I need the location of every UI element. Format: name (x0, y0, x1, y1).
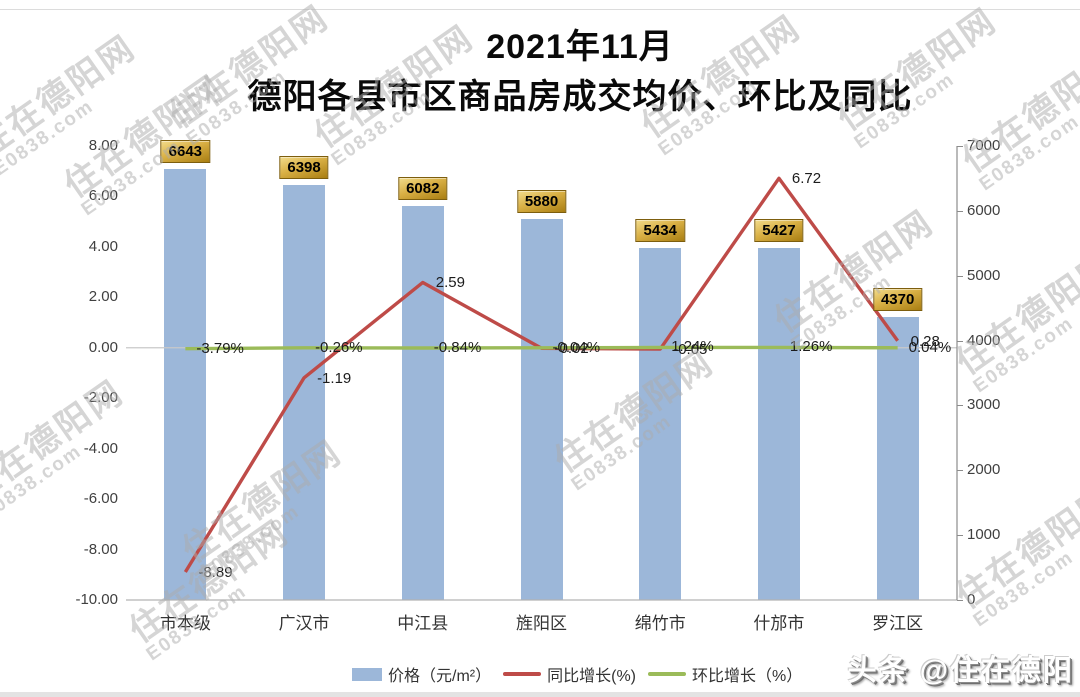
price-bar (639, 247, 682, 600)
price-bar-swatch-icon (352, 667, 382, 681)
legend-label-yoy: 同比增长(%) (547, 668, 636, 685)
yoy-data-label: -0.05 (673, 341, 708, 359)
price-value-box: 5427 (754, 219, 804, 243)
legend-item-price: 价格（元/m²） (352, 662, 491, 686)
left-axis-tick: -2.00 (83, 389, 118, 407)
mom-data-label: 0.04% (908, 338, 952, 356)
right-axis-tickmark (957, 340, 963, 342)
mom-data-label: 1.24% (671, 338, 714, 356)
left-axis-tick: 4.00 (88, 237, 118, 255)
left-axis-tick: 0.00 (88, 338, 118, 356)
right-axis-tick: 3000 (967, 396, 1001, 414)
price-bar (876, 316, 919, 600)
right-axis-tick: 2000 (967, 461, 1001, 479)
chart-title-line1: 2021年11月 (486, 28, 674, 66)
bottom-border-strip (0, 692, 1080, 697)
legend-label-price: 价格（元/m²） (388, 668, 492, 685)
right-axis-tickmark (957, 470, 963, 472)
right-axis-tickmark (957, 146, 963, 147)
right-axis-tick: 1000 (967, 526, 1001, 544)
price-bar (164, 169, 207, 600)
right-axis-tickmark (957, 210, 963, 212)
right-axis-tickmark (957, 600, 963, 601)
right-axis-tickmark (957, 405, 963, 407)
right-axis-tick: 4000 (967, 331, 1001, 349)
right-axis-tickmark (957, 275, 963, 277)
mom-data-label: -0.84% (433, 338, 482, 356)
right-axis-tick: 5000 (967, 266, 1001, 284)
price-bar (520, 218, 563, 600)
left-axis-tick: -10.00 (75, 591, 118, 608)
legend-item-yoy: 同比增长(%) (503, 662, 636, 686)
price-value-box: 4370 (872, 287, 923, 311)
category-label: 旌阳区 (516, 614, 567, 633)
right-axis-tickmark (957, 535, 963, 537)
mom-data-label: -0.04% (552, 338, 601, 356)
legend: 价格（元/m²） 同比增长(%) 环比增长（%） (352, 662, 802, 686)
credit-watermark: 头条 @住在德阳 (847, 655, 1074, 687)
price-value-box: 6643 (160, 140, 211, 164)
category-label: 广汉市 (278, 614, 330, 633)
yoy-data-label: -1.19 (317, 369, 352, 387)
right-axis-tick: 0 (967, 591, 976, 608)
category-label: 罗江区 (872, 614, 924, 633)
right-axis-tick: 7000 (967, 137, 1001, 154)
left-axis-tick: -8.00 (83, 540, 118, 558)
yoy-data-label: 2.59 (435, 274, 465, 292)
yoy-data-label: -8.89 (198, 564, 233, 581)
price-bar (401, 205, 444, 600)
category-label: 市本级 (159, 614, 211, 633)
chart-title: 2021年11月 德阳各县市区商品房成交均价、环比及同比 (95, 22, 1065, 122)
mom-data-label: 1.26% (789, 338, 833, 356)
right-axis-tick: 6000 (967, 201, 1001, 219)
top-border-line (0, 9, 1080, 10)
mom-data-label: -3.79% (196, 339, 244, 357)
mom-line (185, 345, 898, 351)
category-label: 什邡市 (753, 614, 805, 633)
left-axis-tick: -6.00 (83, 490, 118, 508)
yoy-data-label: 6.72 (791, 170, 822, 188)
left-axis-tick: 2.00 (88, 288, 118, 306)
mom-data-label: -0.26% (315, 338, 363, 356)
left-axis-tick: -4.00 (83, 439, 118, 457)
chart-title-line2: 德阳各县市区商品房成交均价、环比及同比 (247, 78, 913, 116)
price-bar (283, 185, 326, 600)
price-value-box: 5434 (635, 218, 685, 242)
price-value-box: 6082 (398, 176, 448, 200)
price-value-box: 6398 (279, 156, 329, 180)
mom-line-swatch-icon (648, 672, 686, 676)
category-label: 绵竹市 (634, 614, 686, 633)
legend-label-mom: 环比增长（%） (692, 668, 803, 685)
price-value-box: 5880 (516, 189, 567, 213)
legend-item-mom: 环比增长（%） (648, 662, 802, 686)
left-axis-tick: 8.00 (88, 137, 118, 154)
yoy-line-swatch-icon (503, 672, 542, 676)
yoy-data-label: -0.02 (554, 340, 589, 358)
price-bar (757, 248, 800, 600)
category-label: 中江县 (397, 614, 449, 633)
left-axis-tick: 6.00 (88, 187, 118, 205)
yoy-data-label: 0.28 (910, 332, 940, 350)
